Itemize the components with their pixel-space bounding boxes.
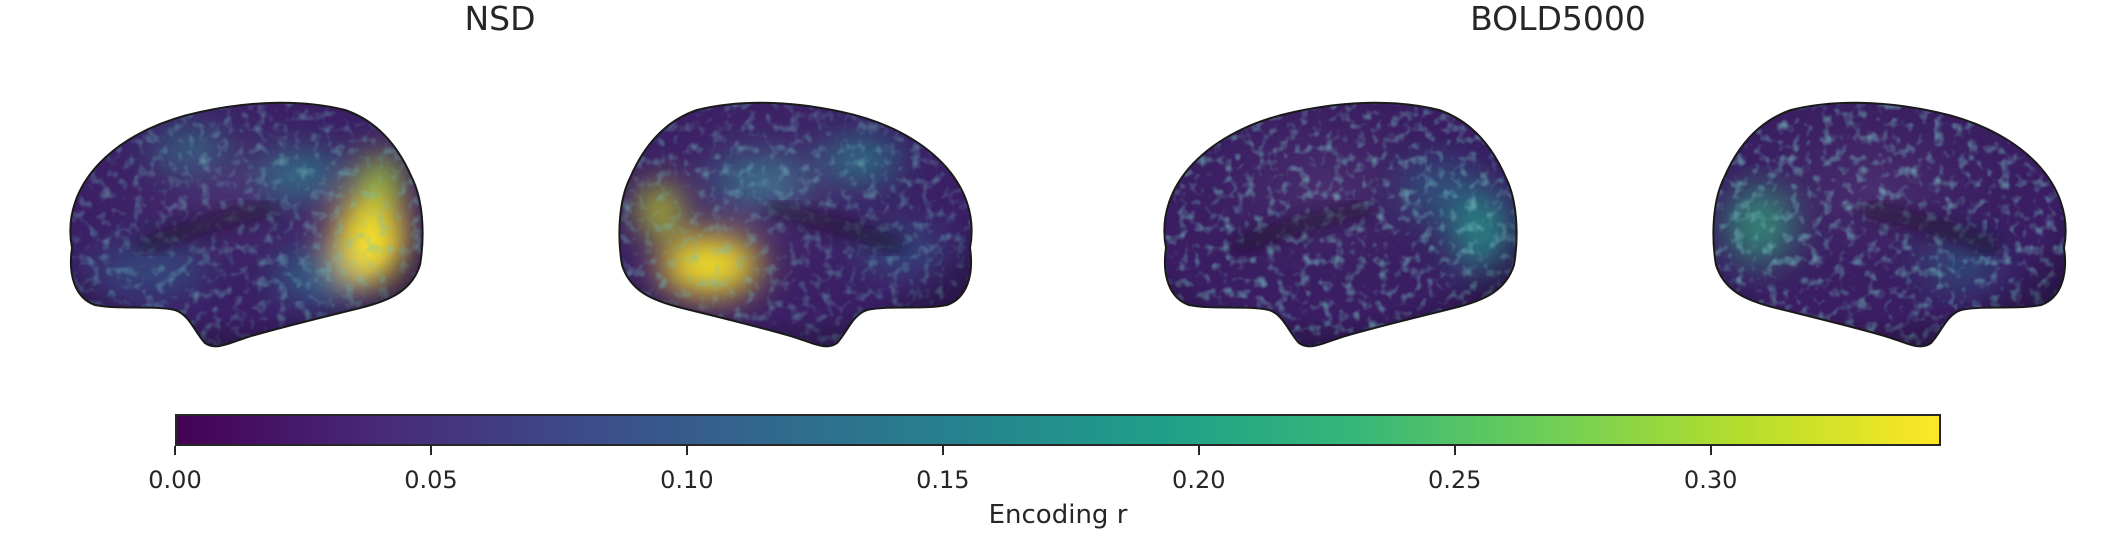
colorbar-gradient — [175, 414, 1941, 446]
colorbar-tick — [941, 446, 944, 455]
colorbar-tick-label: 0.10 — [660, 466, 714, 494]
colorbar-tick — [685, 446, 688, 455]
colorbar-tick-label: 0.00 — [148, 466, 202, 494]
colorbar-tick — [429, 446, 432, 455]
colorbar-tick-label: 0.30 — [1683, 466, 1738, 494]
colorbar-label: Encoding r — [988, 500, 1128, 530]
colorbar — [175, 414, 1941, 446]
hemisphere-bold5000-right — [1712, 101, 2067, 348]
panel-title-nsd: NSD — [464, 0, 536, 38]
brain-surface-figure — [69, 101, 2067, 348]
colorbar-tick-label: 0.15 — [916, 466, 970, 494]
colorbar-tick-label: 0.20 — [1172, 466, 1226, 494]
panel-title-bold5000: BOLD5000 — [1470, 0, 1646, 38]
colorbar-tick — [1453, 446, 1456, 455]
colorbar-tick — [1709, 446, 1712, 455]
hemisphere-nsd-left — [69, 101, 424, 348]
colorbar-tick — [174, 446, 176, 455]
colorbar-tick — [1197, 446, 1200, 455]
colorbar-tick-label: 0.05 — [404, 466, 458, 494]
hemisphere-nsd-right — [618, 101, 973, 348]
colorbar-tick-label: 0.25 — [1427, 466, 1482, 494]
hemisphere-bold5000-left — [1163, 101, 1518, 348]
